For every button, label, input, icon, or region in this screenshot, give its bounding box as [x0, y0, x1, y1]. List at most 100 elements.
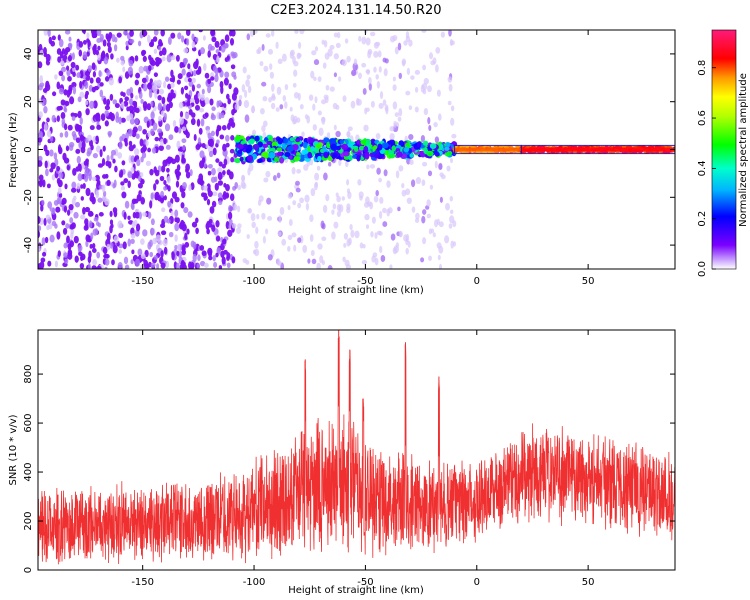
spectrogram-speckle: [370, 31, 376, 37]
spectrogram-speckle: [383, 68, 388, 77]
spectrogram-core-cell: [323, 137, 330, 144]
spectrogram-speckle: [182, 145, 186, 151]
spectrogram-speckle: [450, 240, 454, 249]
spectrogram-speckle: [120, 91, 124, 97]
spectrogram-speckle: [232, 52, 238, 59]
spectrogram-speckle: [411, 206, 416, 213]
spectrogram-speckle: [218, 265, 223, 269]
spectrogram-speckle: [228, 224, 232, 229]
spectrogram-speckle: [389, 132, 395, 141]
spectrogram-speckle: [191, 112, 196, 118]
spectrogram-core-cell: [277, 137, 283, 145]
spectrogram-speckle: [243, 99, 250, 109]
spectrogram-speckle: [161, 47, 167, 56]
spectrogram-speckle: [203, 262, 209, 268]
spectrogram-speckle: [177, 32, 182, 40]
spectrogram-speckle: [85, 90, 89, 96]
spectrogram-speckle: [122, 66, 126, 73]
spectrogram-speckle: [373, 50, 379, 58]
spectrogram-speckle: [299, 30, 305, 35]
spectrogram-speckle: [249, 30, 255, 37]
spectrogram-speckle: [218, 112, 222, 120]
spectrogram-speckle: [140, 98, 144, 104]
spectrogram-speckle: [150, 38, 154, 47]
spectrogram-speckle: [146, 103, 152, 111]
spectrogram-speckle: [149, 78, 153, 84]
spectrogram-speckle: [244, 114, 250, 123]
spectrogram-speckle: [211, 36, 217, 43]
spectrogram-speckle: [358, 191, 364, 199]
spectrogram-speckle: [230, 135, 235, 141]
spectrogram-speckle: [146, 120, 150, 128]
spectrogram-speckle: [91, 176, 97, 182]
spectrogram-speckle: [104, 266, 108, 269]
spectrogram-speckle: [132, 144, 136, 149]
spectrogram-speckle: [131, 198, 137, 205]
spectrogram-speckle: [63, 205, 68, 213]
spectrogram-speckle: [422, 237, 427, 245]
spectrogram-speckle: [57, 144, 62, 153]
spectrogram-speckle: [151, 147, 157, 154]
spectrogram-speckle: [38, 225, 42, 232]
spectrogram-speckle: [250, 105, 255, 114]
spectrogram-speckle: [304, 114, 309, 120]
spectrogram-speckle: [124, 140, 128, 147]
spectrogram-speckle: [58, 70, 64, 77]
spectrogram-speckle: [170, 211, 174, 216]
spectrogram-core-cell: [339, 139, 344, 145]
spectrogram-speckle: [323, 40, 328, 48]
spectrogram-speckle: [199, 107, 205, 113]
spectrogram-speckle: [110, 53, 114, 60]
spectrogram-speckle: [212, 191, 218, 197]
spectrogram-speckle: [202, 192, 208, 198]
spectrogram-speckle: [186, 38, 190, 46]
spectrogram-core-cell: [307, 151, 313, 159]
spectrogram-speckle: [267, 48, 274, 55]
spectrogram-core-cell: [388, 150, 395, 155]
spectrogram-speckle: [52, 207, 56, 216]
spectrogram-speckle: [79, 91, 85, 99]
spectrogram-speckle: [64, 100, 70, 107]
spectrogram-speckle: [428, 52, 434, 60]
spectrogram-speckle: [106, 102, 110, 108]
spectrogram-speckle: [66, 164, 71, 171]
spectrogram-speckle: [149, 227, 155, 236]
spectrogram-speckle: [203, 185, 209, 191]
spectrogram-speckle: [325, 194, 330, 202]
spectrogram-speckle: [123, 30, 128, 36]
spectrogram-speckle: [409, 159, 414, 165]
spectrogram-speckle: [222, 170, 226, 176]
spectrogram-core-cell: [289, 137, 295, 142]
spectrogram-speckle: [96, 179, 101, 185]
spectrogram-speckle: [197, 92, 201, 99]
spectrogram-speckle: [84, 70, 91, 77]
spectrogram-speckle: [195, 217, 199, 224]
spectrogram-speckle: [124, 71, 130, 79]
spectrogram-speckle: [438, 263, 443, 269]
spectrogram-speckle: [331, 209, 335, 215]
spectrogram-speckle: [423, 107, 429, 116]
spectrogram-speckle: [71, 187, 77, 193]
spectrogram-speckle: [207, 50, 211, 58]
spectrogram-speckle: [199, 150, 205, 159]
spectrogram-speckle: [223, 249, 228, 255]
spectrogram-speckle: [217, 100, 223, 107]
snr-y-axis-label: SNR (10 * v/v): [8, 414, 19, 485]
spectrogram-speckle: [128, 140, 133, 147]
spectrogram-speckle: [165, 144, 171, 150]
spectrogram-speckle: [237, 205, 241, 213]
spectrogram-speckle: [432, 232, 436, 238]
spectrogram-speckle: [432, 57, 437, 65]
spectrogram-speckle: [46, 117, 50, 123]
spectrogram-speckle: [215, 68, 219, 76]
spectrogram-speckle: [166, 167, 170, 173]
spectrogram-speckle: [159, 175, 165, 182]
spectrogram-speckle: [60, 111, 66, 120]
spectrogram-speckle: [375, 190, 379, 197]
spectrogram-speckle: [398, 230, 403, 237]
spectrogram-speckle: [359, 242, 364, 249]
spectrogram-speckle: [72, 67, 76, 72]
spectrogram-speckle: [149, 200, 153, 209]
spectrogram-speckle: [184, 112, 190, 120]
spectrogram-speckle: [153, 80, 158, 86]
